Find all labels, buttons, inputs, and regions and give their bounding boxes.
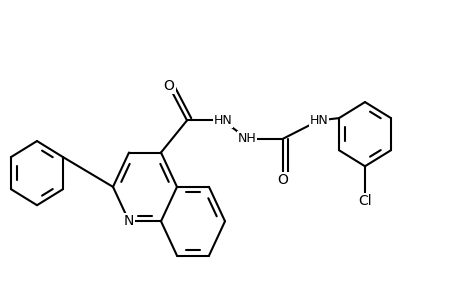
Text: N: N — [123, 214, 134, 228]
Text: Cl: Cl — [358, 194, 371, 208]
Text: HN: HN — [309, 114, 328, 127]
Text: NH: NH — [237, 132, 256, 145]
Text: O: O — [163, 79, 174, 93]
Text: O: O — [277, 173, 288, 187]
Text: HN: HN — [213, 114, 232, 127]
